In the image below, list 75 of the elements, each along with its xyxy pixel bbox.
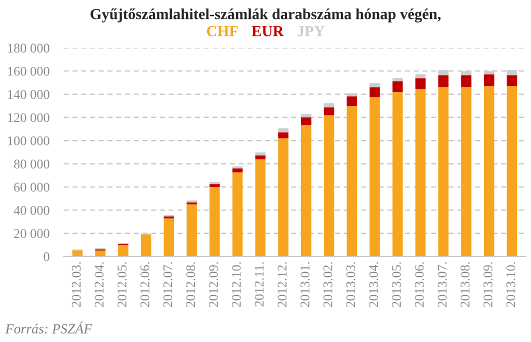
bar (300, 117, 312, 126)
x-tick-label: 2012.07. (163, 262, 172, 307)
bar (484, 86, 494, 256)
x-tick-label: 2013.08. (460, 262, 470, 307)
bar (255, 152, 266, 156)
bar (506, 86, 518, 256)
bar (461, 87, 472, 256)
x-tick-label: 2012.09. (209, 262, 218, 307)
x-tick-label: 2013.02. (323, 262, 332, 307)
bar (392, 81, 403, 92)
bar (300, 125, 312, 256)
x-tick-label: 2012.12. (278, 262, 287, 307)
bar (278, 138, 288, 256)
x-tick-label: 2012.06. (140, 262, 150, 307)
y-tick-label: 160 000 (8, 66, 50, 76)
bar (232, 172, 243, 256)
bar (461, 75, 472, 88)
y-tick-label: 100 000 (8, 136, 50, 146)
y-tick-label: 120 000 (8, 113, 50, 122)
bar (392, 92, 403, 256)
bar (300, 114, 312, 118)
bar (415, 89, 426, 256)
x-tick-label: 2013.09. (483, 262, 492, 307)
bar (370, 87, 380, 98)
y-tick-label: 0 (44, 252, 50, 262)
bar (484, 74, 494, 86)
bar (370, 97, 380, 256)
bar (232, 168, 243, 172)
x-tick-label: 2012.11. (254, 262, 264, 306)
bar (415, 74, 426, 78)
x-tick-label: 2012.05. (118, 262, 127, 307)
bar (324, 115, 334, 256)
bar (438, 75, 449, 88)
x-tick-label: 2012.08. (186, 262, 196, 307)
bar (210, 184, 220, 188)
y-tick-label: 40 000 (14, 206, 50, 215)
bar (324, 103, 334, 108)
y-tick-label: 140 000 (8, 90, 50, 99)
y-tick-label: 60 000 (14, 182, 50, 192)
x-tick-label: 2012.03. (72, 262, 81, 307)
x-tick-label: 2013.04. (369, 262, 378, 307)
bar (438, 87, 449, 256)
y-tick-label: 20 000 (14, 229, 50, 238)
bar (278, 132, 288, 138)
bar (506, 75, 518, 86)
bar (140, 234, 152, 256)
bar (164, 218, 174, 256)
text: CHF (206, 26, 238, 36)
bar (255, 155, 266, 160)
x-tick-label: 2013.06. (414, 262, 424, 307)
bar (278, 128, 288, 132)
bar (346, 96, 358, 106)
text: Forrás: PSZÁF (5, 321, 92, 334)
bar (95, 250, 106, 256)
x-tick-label: 2013.10. (506, 262, 516, 307)
x-tick-label: 2013.05. (392, 262, 401, 307)
bar (186, 204, 197, 256)
x-tick-label: 2013.01. (300, 262, 310, 307)
bar (255, 159, 266, 256)
x-tick-label: 2013.07. (438, 262, 447, 307)
bar (210, 187, 220, 256)
bar (118, 245, 128, 256)
y-tick-label: 80 000 (14, 160, 50, 168)
text: EUR (252, 26, 284, 36)
y-tick-label: 180 000 (8, 44, 50, 53)
bar (415, 78, 426, 90)
bar (370, 83, 380, 88)
bar (346, 106, 358, 256)
x-tick-label: 2012.04. (94, 262, 104, 307)
bar (324, 107, 334, 116)
bar (210, 182, 220, 184)
x-tick-label: 2013.03. (346, 262, 356, 307)
x-tick-label: 2012.10. (232, 262, 241, 307)
chart-title: Gyűjtőszámlahitel-számlák darabszáma hónap végén, (90, 8, 441, 22)
bar (392, 78, 403, 82)
